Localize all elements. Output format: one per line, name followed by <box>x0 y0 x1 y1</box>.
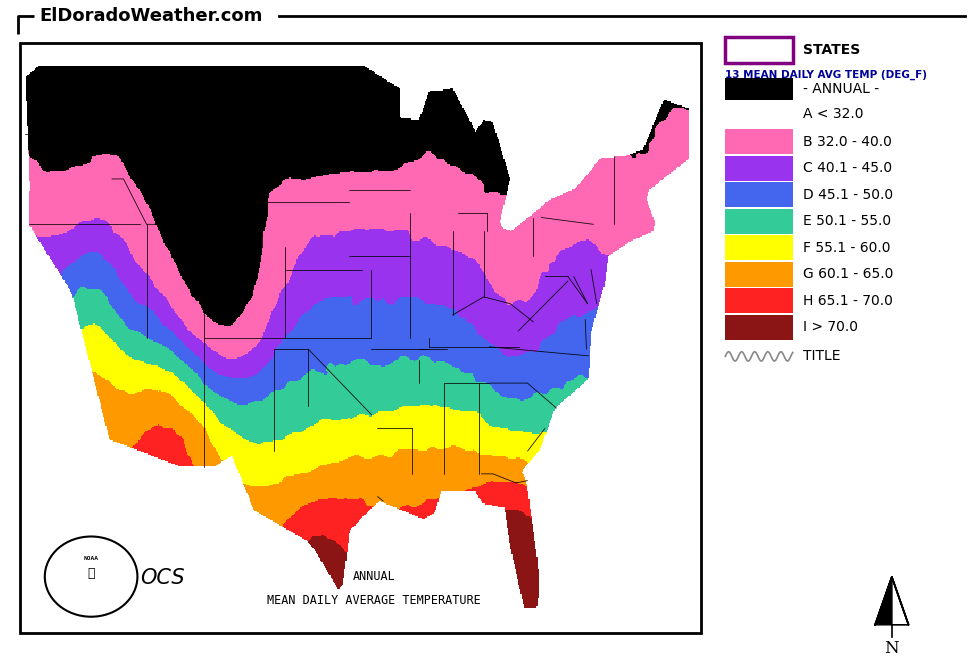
Bar <box>725 235 793 260</box>
Text: N: N <box>885 640 899 657</box>
Text: C 40.1 - 45.0: C 40.1 - 45.0 <box>803 161 892 175</box>
Bar <box>725 289 793 313</box>
Text: B 32.0 - 40.0: B 32.0 - 40.0 <box>803 135 892 149</box>
Bar <box>725 209 793 234</box>
Bar <box>725 262 793 287</box>
Text: - ANNUAL -: - ANNUAL - <box>803 82 879 96</box>
Text: ElDoradoWeather.com: ElDoradoWeather.com <box>39 7 263 25</box>
Text: G 60.1 - 65.0: G 60.1 - 65.0 <box>803 268 893 281</box>
Bar <box>725 183 793 208</box>
Text: TITLE: TITLE <box>803 349 840 363</box>
Bar <box>725 78 793 100</box>
Text: I > 70.0: I > 70.0 <box>803 320 858 334</box>
Text: MEAN DAILY AVERAGE TEMPERATURE: MEAN DAILY AVERAGE TEMPERATURE <box>267 594 480 607</box>
Text: STATES: STATES <box>803 43 860 57</box>
Polygon shape <box>892 577 908 625</box>
Text: 🦅: 🦅 <box>87 567 95 580</box>
Text: D 45.1 - 50.0: D 45.1 - 50.0 <box>803 188 893 202</box>
Bar <box>725 156 793 181</box>
Text: 13 MEAN DAILY AVG TEMP (DEG_F): 13 MEAN DAILY AVG TEMP (DEG_F) <box>725 69 927 80</box>
Text: A < 32.0: A < 32.0 <box>803 107 863 121</box>
Text: ANNUAL: ANNUAL <box>353 570 395 583</box>
Text: NOAA: NOAA <box>83 556 99 561</box>
Bar <box>725 129 793 154</box>
Text: F 55.1 - 60.0: F 55.1 - 60.0 <box>803 241 890 255</box>
Polygon shape <box>875 577 892 625</box>
Text: E 50.1 - 55.0: E 50.1 - 55.0 <box>803 214 891 229</box>
Text: H 65.1 - 70.0: H 65.1 - 70.0 <box>803 294 893 308</box>
Text: OCS: OCS <box>140 568 185 588</box>
Bar <box>725 37 793 63</box>
Bar <box>725 315 793 340</box>
